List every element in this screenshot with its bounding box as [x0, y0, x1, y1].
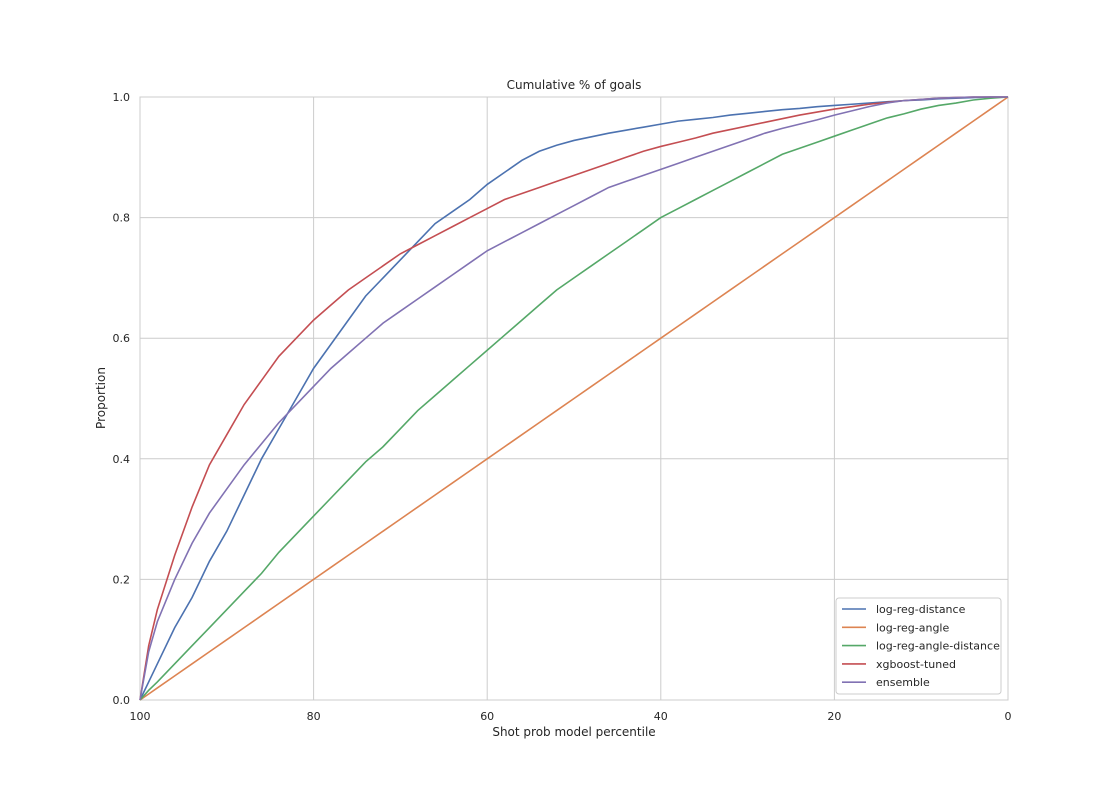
x-tick-label: 0: [1005, 710, 1012, 723]
y-tick-label: 0.6: [113, 332, 131, 345]
x-tick-label: 60: [480, 710, 494, 723]
legend-label: log-reg-angle-distance: [876, 640, 1000, 653]
legend-label: ensemble: [876, 676, 930, 689]
x-axis-label: Shot prob model percentile: [492, 725, 655, 739]
y-tick-label: 0.0: [113, 694, 131, 707]
series-layer: [139, 96, 1009, 701]
legend-label: log-reg-angle: [876, 621, 949, 634]
series-line-log-reg-angle-distance: [139, 96, 1009, 701]
tick-labels: 100 80 60 40 20 0 0.0 0.2 0.4 0.6 0.8 1.0: [113, 91, 1012, 723]
x-tick-label: 100: [130, 710, 151, 723]
x-tick-label: 20: [827, 710, 841, 723]
legend-box: [835, 597, 1002, 695]
series-line-xgboost-tuned: [139, 96, 1008, 701]
legend-label: xgboost-tuned: [876, 658, 956, 671]
y-tick-label: 0.8: [113, 212, 131, 225]
series-line-log-reg-angle: [139, 96, 1009, 701]
y-axis-label: Proportion: [94, 367, 108, 429]
y-tick-label: 0.4: [113, 453, 131, 466]
chart-title: Cumulative % of goals: [507, 78, 642, 92]
series-line-log-reg-distance: [139, 96, 1008, 701]
x-tick-label: 80: [307, 710, 321, 723]
legend: log-reg-distance log-reg-angle log-reg-ang…: [835, 597, 1002, 695]
x-tick-label: 40: [654, 710, 668, 723]
y-tick-label: 1.0: [113, 91, 131, 104]
legend-label: log-reg-distance: [876, 603, 966, 616]
plot-frame: [139, 96, 1009, 701]
y-tick-label: 0.2: [113, 573, 131, 586]
series-line-ensemble: [139, 96, 1008, 701]
